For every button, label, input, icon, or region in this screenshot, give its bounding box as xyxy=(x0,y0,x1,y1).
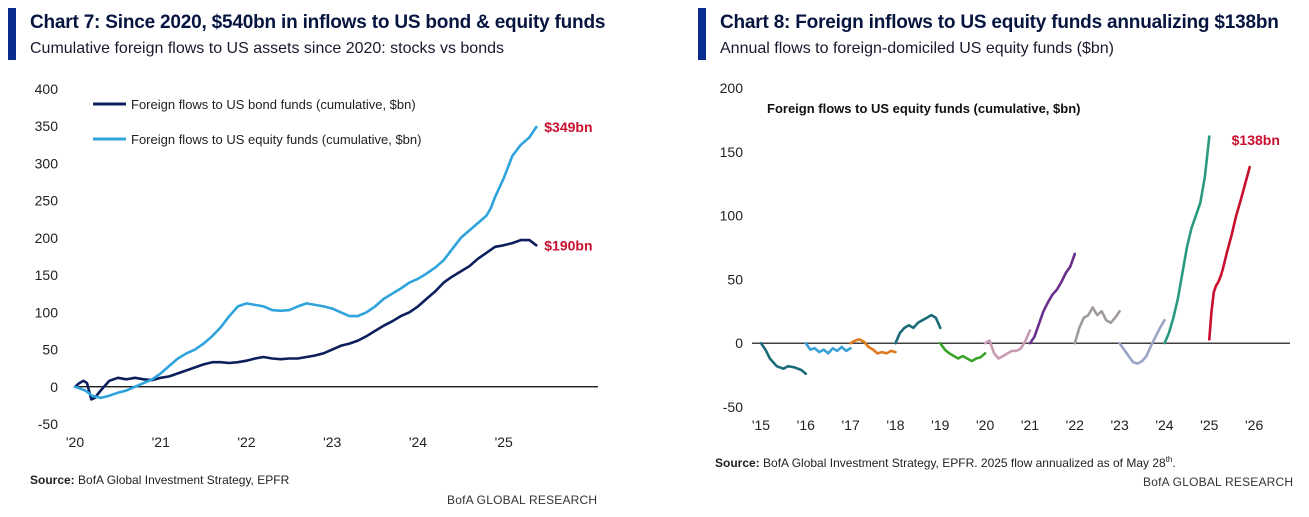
x-tick-label: '22 xyxy=(237,434,255,450)
x-tick-label: '20 xyxy=(66,434,84,450)
chart-title: Chart 8: Foreign inflows to US equity fu… xyxy=(720,12,1279,33)
x-tick-label: '22 xyxy=(1066,417,1084,433)
series-line-2 xyxy=(804,341,852,355)
x-tick-label: '18 xyxy=(886,417,904,433)
series-line-8 xyxy=(1073,306,1121,345)
source-text: BofA Global Investment Strategy, EPFR xyxy=(74,473,290,487)
x-tick-label: '26 xyxy=(1245,417,1263,433)
series-line-4 xyxy=(894,313,942,345)
y-tick-label: -50 xyxy=(723,399,743,415)
x-tick-label: '23 xyxy=(1111,417,1129,433)
series-line-1 xyxy=(73,238,538,401)
x-tick-label: '19 xyxy=(931,417,949,433)
series-line-10 xyxy=(1163,135,1211,345)
series-line-11 xyxy=(1208,165,1251,341)
source-label: Source: xyxy=(30,473,75,487)
y-tick-label: 100 xyxy=(720,208,744,224)
y-tick-label: -50 xyxy=(38,416,58,432)
chart-plot-left: 400 350 300 250 200 150 100 50 0 -50 '20 '21 '22 '23 '… xyxy=(35,81,598,450)
series-line-1 xyxy=(759,341,808,376)
source-note: Source: BofA Global Investment Strategy,… xyxy=(715,455,1176,470)
legend-label: Foreign flows to US bond funds (cumulati… xyxy=(131,97,416,112)
y-tick-label: 400 xyxy=(35,81,59,97)
y-tick-label: 0 xyxy=(735,335,743,351)
y-tick-label: 0 xyxy=(50,379,58,395)
chart-panel-left: Chart 7: Since 2020, $540bn in inflows t… xyxy=(0,0,640,517)
series-line-3 xyxy=(849,338,897,355)
y-tick-label: 200 xyxy=(35,230,59,246)
title-accent-bar xyxy=(698,8,706,60)
title-accent-bar xyxy=(8,8,16,60)
chart-subtitle: Annual flows to foreign-domiciled US equ… xyxy=(720,40,1114,57)
x-tick-label: '21 xyxy=(152,434,170,450)
source-text: BofA Global Investment Strategy, EPFR. 2… xyxy=(759,456,1166,470)
value-annotation: $190bn xyxy=(544,237,592,253)
series-line-2 xyxy=(73,125,538,400)
x-tick-label: '23 xyxy=(323,434,341,450)
chart-subtitle: Cumulative foreign flows to US assets si… xyxy=(30,40,504,57)
chart-plot-right: 200 150 100 50 0 -50 '15 '16 '17 '18 '19 '20 '21 '22 '… xyxy=(720,80,1290,433)
series-line-6 xyxy=(983,329,1032,360)
value-annotation: $138bn xyxy=(1232,132,1280,148)
brand-label: BofA GLOBAL RESEARCH xyxy=(1143,475,1294,489)
y-tick-label: 150 xyxy=(720,144,744,160)
legend-label: Foreign flows to US equity funds (cumula… xyxy=(131,132,421,147)
series-line-5 xyxy=(939,341,987,363)
source-end: . xyxy=(1172,456,1176,470)
x-tick-label: '24 xyxy=(1155,417,1173,433)
series-line-9 xyxy=(1118,318,1166,365)
inner-chart-label: Foreign flows to US equity funds (cumula… xyxy=(767,101,1080,116)
y-tick-label: 150 xyxy=(35,267,59,283)
x-tick-label: '25 xyxy=(1200,417,1218,433)
source-superscript: th xyxy=(1165,455,1173,464)
x-tick-label: '21 xyxy=(1021,417,1039,433)
y-tick-label: 300 xyxy=(35,155,59,171)
y-tick-label: 200 xyxy=(720,80,744,96)
y-tick-label: 100 xyxy=(35,304,59,320)
y-tick-label: 250 xyxy=(35,193,59,209)
chart-panel-right: Chart 8: Foreign inflows to US equity fu… xyxy=(690,0,1309,517)
x-tick-label: '17 xyxy=(842,417,860,433)
value-annotation: $349bn xyxy=(544,119,592,135)
series-line-7 xyxy=(1028,252,1077,345)
source-label: Source: xyxy=(715,456,760,470)
chart-title: Chart 7: Since 2020, $540bn in inflows t… xyxy=(30,12,606,33)
source-note: Source: BofA Global Investment Strategy,… xyxy=(30,473,289,487)
y-tick-label: 50 xyxy=(727,271,743,287)
x-tick-label: '16 xyxy=(797,417,815,433)
x-tick-label: '15 xyxy=(752,417,770,433)
x-tick-label: '24 xyxy=(409,434,427,450)
y-tick-label: 50 xyxy=(42,342,58,358)
x-tick-label: '20 xyxy=(976,417,994,433)
x-tick-label: '25 xyxy=(495,434,513,450)
brand-label: BofA GLOBAL RESEARCH xyxy=(447,493,598,507)
y-tick-label: 350 xyxy=(35,118,59,134)
